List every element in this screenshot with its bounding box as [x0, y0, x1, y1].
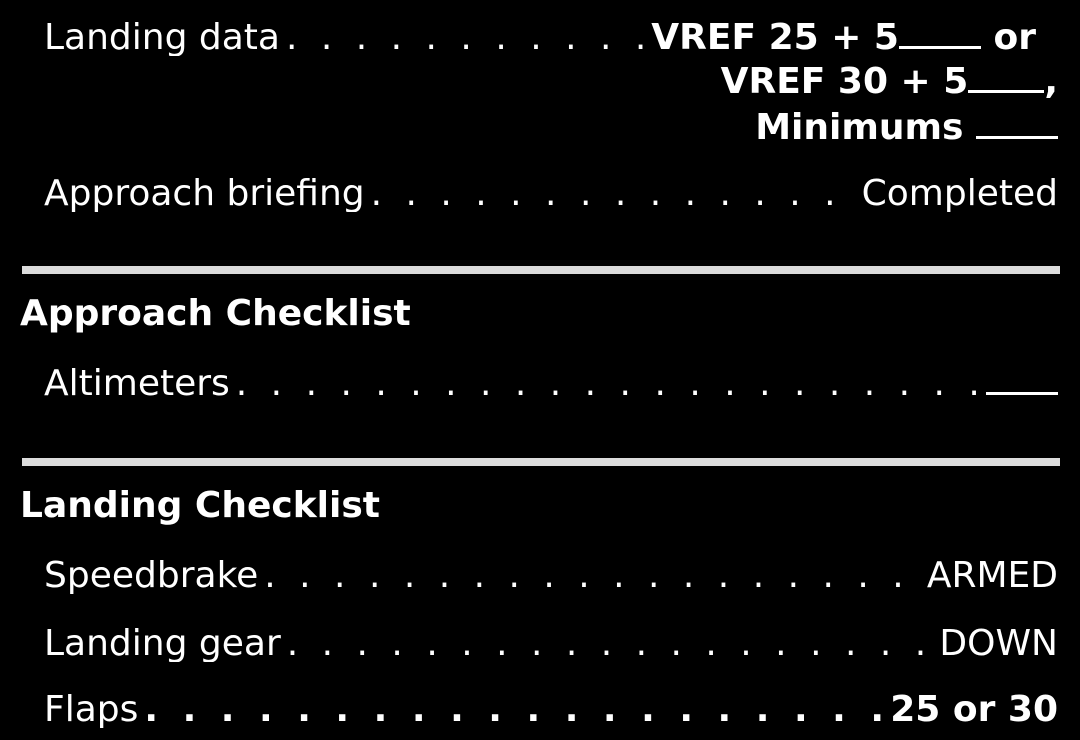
approach-briefing-leader: . . . . . . . . . . . . . . . . . — [370, 176, 862, 212]
landing-gear-leader: . . . . . . . . . . . . . . . . . . . . … — [286, 626, 940, 662]
flaps-label: Flaps — [44, 689, 139, 728]
landing-data-row: Landing data . . . . . . . . . . . . . V… — [44, 8, 1058, 56]
altimeters-label: Altimeters — [44, 363, 230, 402]
landing-checklist-title: Landing Checklist — [20, 485, 380, 526]
landing-data-vref30: VREF 30 + 5, — [721, 58, 1058, 100]
flaps-leader: . . . . . . . . . . . . . . . . . . . . … — [144, 692, 891, 728]
approach-briefing-label: Approach briefing — [44, 173, 365, 212]
speedbrake-label: Speedbrake — [44, 555, 259, 594]
approach-briefing-row: Approach briefing . . . . . . . . . . . … — [44, 164, 1058, 212]
landing-data-minimums: Minimums — [755, 104, 1058, 146]
altimeters-leader: . . . . . . . . . . . . . . . . . . . . … — [235, 366, 986, 402]
landing-data-vref25: VREF 25 + 5 or — [651, 14, 1058, 56]
section-divider-1 — [22, 266, 1060, 274]
section-divider-2 — [22, 458, 1060, 466]
landing-gear-row: Landing gear . . . . . . . . . . . . . .… — [44, 614, 1058, 662]
landing-gear-label: Landing gear — [44, 623, 281, 662]
flaps-value: 25 or 30 — [890, 689, 1058, 728]
approach-checklist-title: Approach Checklist — [20, 293, 411, 334]
vref30-blank — [968, 58, 1045, 93]
landing-data-leader: . . . . . . . . . . . . . — [286, 20, 652, 56]
speedbrake-row: Speedbrake . . . . . . . . . . . . . . .… — [44, 546, 1058, 594]
altimeters-value — [986, 360, 1058, 402]
vref25-blank — [898, 14, 981, 49]
vref25-text: VREF 25 + 5 — [651, 17, 899, 56]
landing-gear-value: DOWN — [939, 623, 1058, 662]
vref30-text: VREF 30 + 5 — [720, 61, 969, 102]
flaps-row: Flaps . . . . . . . . . . . . . . . . . … — [44, 680, 1058, 728]
speedbrake-leader: . . . . . . . . . . . . . . . . . . . . … — [264, 558, 927, 594]
minimums-blank — [976, 104, 1058, 139]
approach-briefing-value: Completed — [861, 173, 1058, 212]
speedbrake-value: ARMED — [926, 555, 1058, 594]
vref30-comma: , — [1044, 61, 1058, 102]
landing-data-label: Landing data — [44, 17, 280, 56]
altimeters-row: Altimeters . . . . . . . . . . . . . . .… — [44, 354, 1058, 402]
vref25-or: or — [993, 17, 1037, 56]
minimums-text: Minimums — [755, 107, 964, 148]
altimeters-blank — [986, 360, 1058, 395]
